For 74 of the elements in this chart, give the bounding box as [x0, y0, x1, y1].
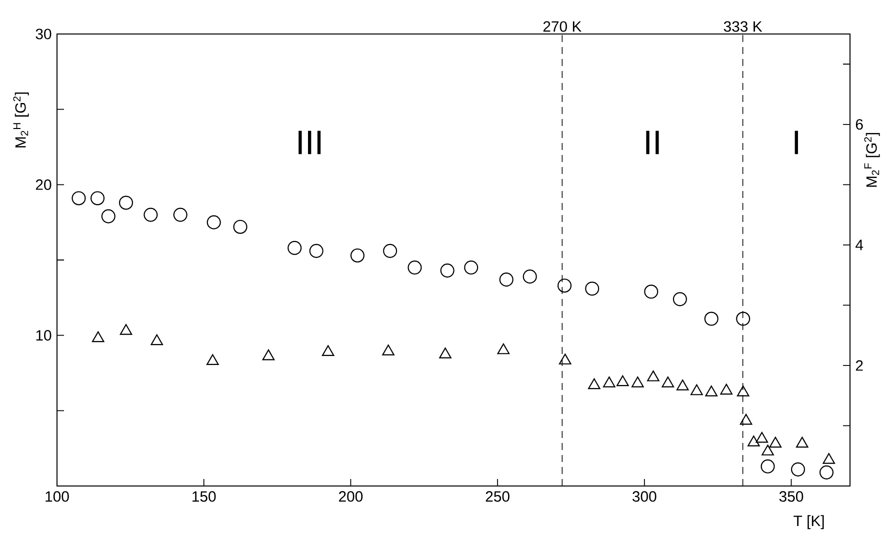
x-tick-label: 300 — [632, 491, 656, 502]
point — [756, 432, 768, 443]
point — [92, 331, 104, 342]
point — [150, 334, 164, 346]
point — [233, 220, 248, 234]
point — [632, 376, 644, 388]
ref-line-label: 270 K — [543, 21, 582, 32]
x-tick-label: 100 — [46, 491, 69, 502]
point — [819, 465, 834, 480]
point — [383, 244, 398, 258]
y2-axis-title: M$_{2}$$^{F}$ [G$^{2}$] — [864, 133, 880, 187]
point — [288, 240, 302, 255]
point — [796, 436, 808, 448]
y-axis-title: M$_{2}$$^{H}$ [G$^{2}$] — [13, 92, 29, 148]
point — [748, 436, 760, 446]
x-tick-label: 150 — [192, 491, 216, 502]
y-tick-label: 10 — [36, 330, 52, 341]
point — [736, 312, 750, 326]
y-tick-label: 30 — [36, 28, 52, 40]
x-tick-label: 250 — [486, 491, 510, 502]
x-tick-label: 350 — [779, 491, 804, 502]
point — [790, 462, 806, 476]
point — [822, 453, 836, 464]
point — [672, 292, 687, 306]
point — [558, 354, 572, 364]
point — [588, 378, 600, 390]
point — [676, 380, 689, 390]
point — [762, 444, 774, 456]
point — [497, 343, 510, 354]
point — [90, 191, 105, 206]
point — [499, 272, 514, 287]
point — [439, 348, 452, 358]
point — [173, 208, 188, 222]
y2-tick-label: 2 — [856, 360, 863, 371]
annotation: I — [794, 130, 798, 154]
x-tick-label: 200 — [338, 491, 363, 502]
point — [440, 264, 454, 278]
point — [760, 459, 775, 474]
ref-line-label: 333 K — [724, 21, 762, 32]
y2-tick-label: 4 — [856, 240, 864, 250]
point — [408, 260, 422, 275]
point — [704, 312, 718, 326]
point — [206, 354, 219, 366]
point — [72, 191, 86, 206]
point — [769, 436, 782, 448]
annotation: II — [646, 130, 659, 154]
point — [118, 196, 134, 210]
annotation: III — [298, 130, 321, 154]
point — [690, 384, 703, 396]
point — [603, 376, 616, 388]
point — [585, 282, 600, 296]
point — [705, 386, 718, 396]
y-tick-label: 20 — [36, 179, 52, 190]
point — [382, 344, 394, 356]
x-axis-title: T [K] — [794, 515, 824, 530]
point — [120, 324, 132, 335]
point — [558, 278, 572, 293]
point — [262, 349, 275, 360]
point — [720, 384, 733, 395]
point — [647, 370, 660, 382]
point — [736, 386, 750, 396]
point — [616, 375, 629, 386]
point — [206, 215, 221, 230]
point — [662, 376, 674, 388]
point — [350, 248, 364, 263]
point — [309, 244, 324, 258]
point — [644, 284, 658, 299]
point — [522, 270, 537, 284]
y2-tick-label: 6 — [856, 119, 863, 130]
point — [101, 209, 116, 224]
point — [322, 345, 334, 356]
point — [464, 260, 478, 275]
point — [144, 208, 158, 222]
point — [740, 414, 752, 425]
